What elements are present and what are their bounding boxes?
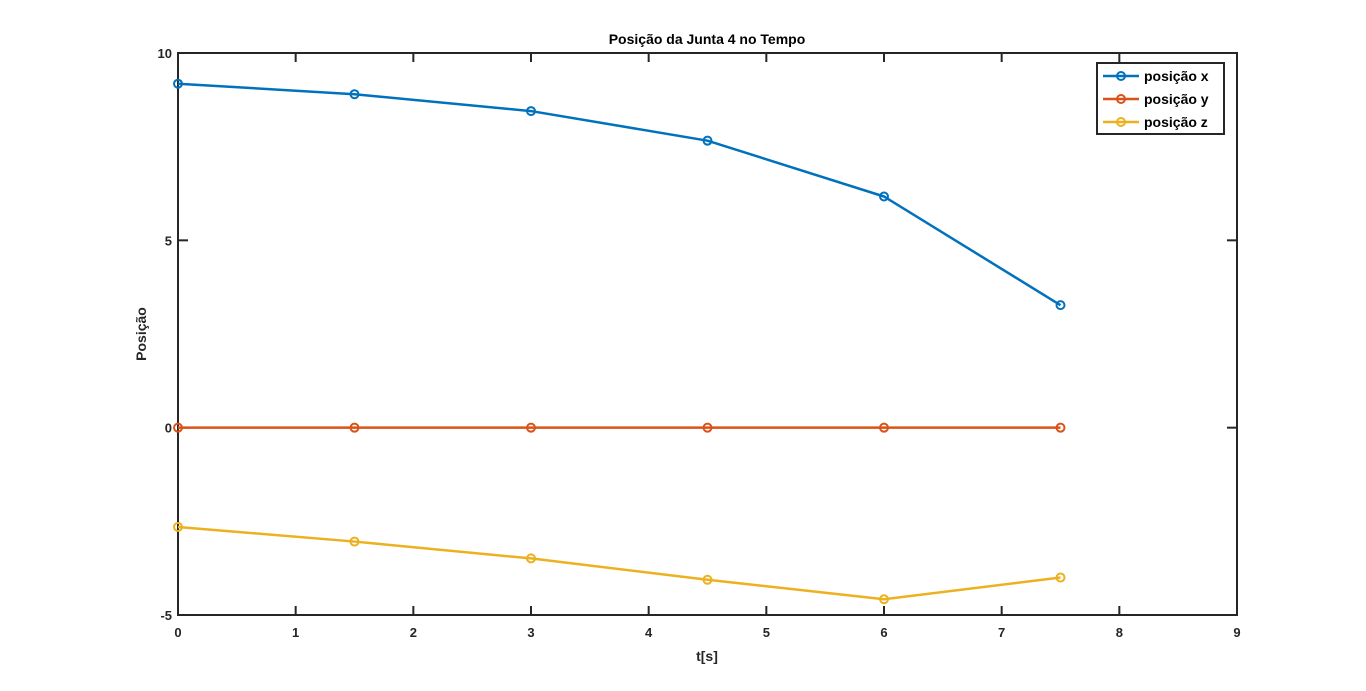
legend-label: posição x — [1144, 68, 1209, 84]
legend-marker — [1116, 71, 1126, 81]
x-tick-label: 0 — [174, 625, 181, 640]
y-tick-label: 0 — [165, 421, 172, 436]
data-point — [173, 422, 183, 433]
data-point — [1055, 300, 1066, 311]
x-tick-label: 9 — [1233, 625, 1240, 640]
data-point — [879, 594, 889, 605]
x-tick-label: 8 — [1116, 625, 1123, 640]
x-axis-title: t[s] — [696, 648, 718, 664]
x-tick-label: 4 — [645, 625, 653, 640]
legend-marker — [1116, 94, 1126, 104]
data-point — [526, 106, 536, 117]
x-tick-label: 1 — [292, 625, 299, 640]
x-tick-label: 5 — [763, 625, 770, 640]
y-tick-label: 5 — [165, 233, 172, 248]
data-point — [879, 191, 889, 202]
series-line-1 — [177, 82, 1062, 307]
data-point — [173, 521, 183, 532]
data-point — [349, 536, 360, 547]
data-point — [173, 78, 183, 89]
data-point — [1055, 572, 1066, 583]
axes-box — [177, 52, 1238, 616]
x-tick-label: 3 — [527, 625, 534, 640]
y-tick-label: -5 — [160, 608, 172, 623]
data-point — [702, 574, 713, 585]
legend: posição x posição y posição z — [1096, 62, 1225, 135]
chart-title: Posição da Junta 4 no Tempo — [609, 31, 806, 47]
y-axis-title: Posição — [133, 307, 149, 361]
data-point — [349, 422, 360, 433]
data-point — [349, 89, 360, 100]
series-line-3 — [177, 525, 1061, 601]
x-tick-label: 7 — [998, 625, 1005, 640]
data-point — [702, 422, 713, 433]
legend-label: posição y — [1144, 91, 1209, 107]
data-point — [1055, 422, 1066, 433]
data-point — [526, 553, 536, 564]
data-point — [702, 135, 713, 146]
data-point — [526, 422, 536, 433]
y-tick-label: 10 — [158, 46, 172, 61]
legend-marker — [1116, 117, 1126, 127]
x-tick-label: 6 — [880, 625, 887, 640]
x-tick-label: 2 — [410, 625, 417, 640]
data-point — [879, 422, 889, 433]
legend-label: posição z — [1144, 114, 1208, 130]
